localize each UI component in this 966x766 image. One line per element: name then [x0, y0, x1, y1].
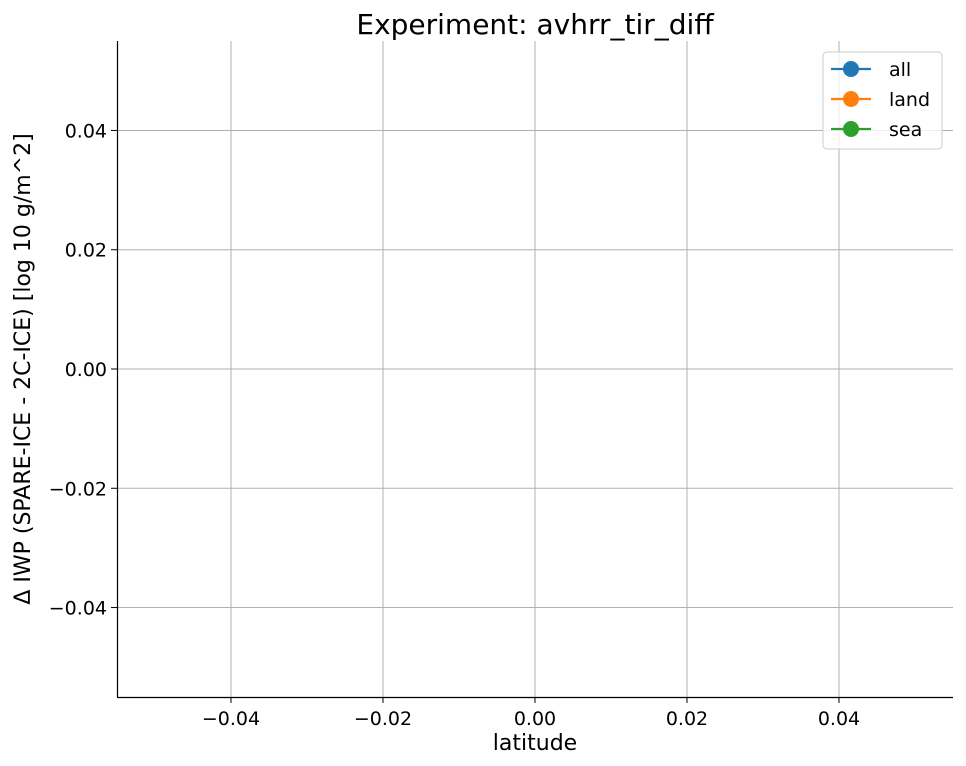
x-tick-label: 0.00 [514, 708, 556, 730]
x-tick-label: −0.04 [202, 708, 260, 730]
legend-label: land [889, 89, 930, 111]
legend: all land sea [822, 51, 943, 150]
legend-item-land: land [831, 89, 930, 111]
y-tick-label: −0.02 [49, 478, 107, 500]
legend-label: all [889, 59, 911, 81]
x-axis-label: latitude [493, 731, 577, 756]
x-tick-label: 0.02 [666, 708, 708, 730]
y-ticks: −0.04 −0.02 0.00 0.02 0.04 [49, 120, 117, 620]
legend-item-sea: sea [831, 119, 922, 141]
chart-title: Experiment: avhrr_tir_diff [356, 8, 714, 41]
legend-marker [843, 61, 859, 77]
x-tick-label: −0.02 [354, 708, 412, 730]
y-axis-label: Δ IWP (SPARE-ICE - 2C-ICE) [log 10 g/m^2… [11, 133, 36, 604]
x-ticks: −0.04 −0.02 0.00 0.02 0.04 [202, 697, 860, 730]
y-tick-label: −0.04 [49, 598, 107, 620]
legend-item-all: all [831, 59, 911, 81]
y-tick-label: 0.04 [65, 120, 107, 142]
y-tick-label: 0.02 [65, 240, 107, 262]
legend-marker [843, 121, 859, 137]
grid [117, 41, 953, 697]
y-tick-label: 0.00 [65, 359, 107, 381]
legend-marker [843, 91, 859, 107]
legend-label: sea [889, 119, 922, 141]
x-tick-label: 0.04 [818, 708, 860, 730]
